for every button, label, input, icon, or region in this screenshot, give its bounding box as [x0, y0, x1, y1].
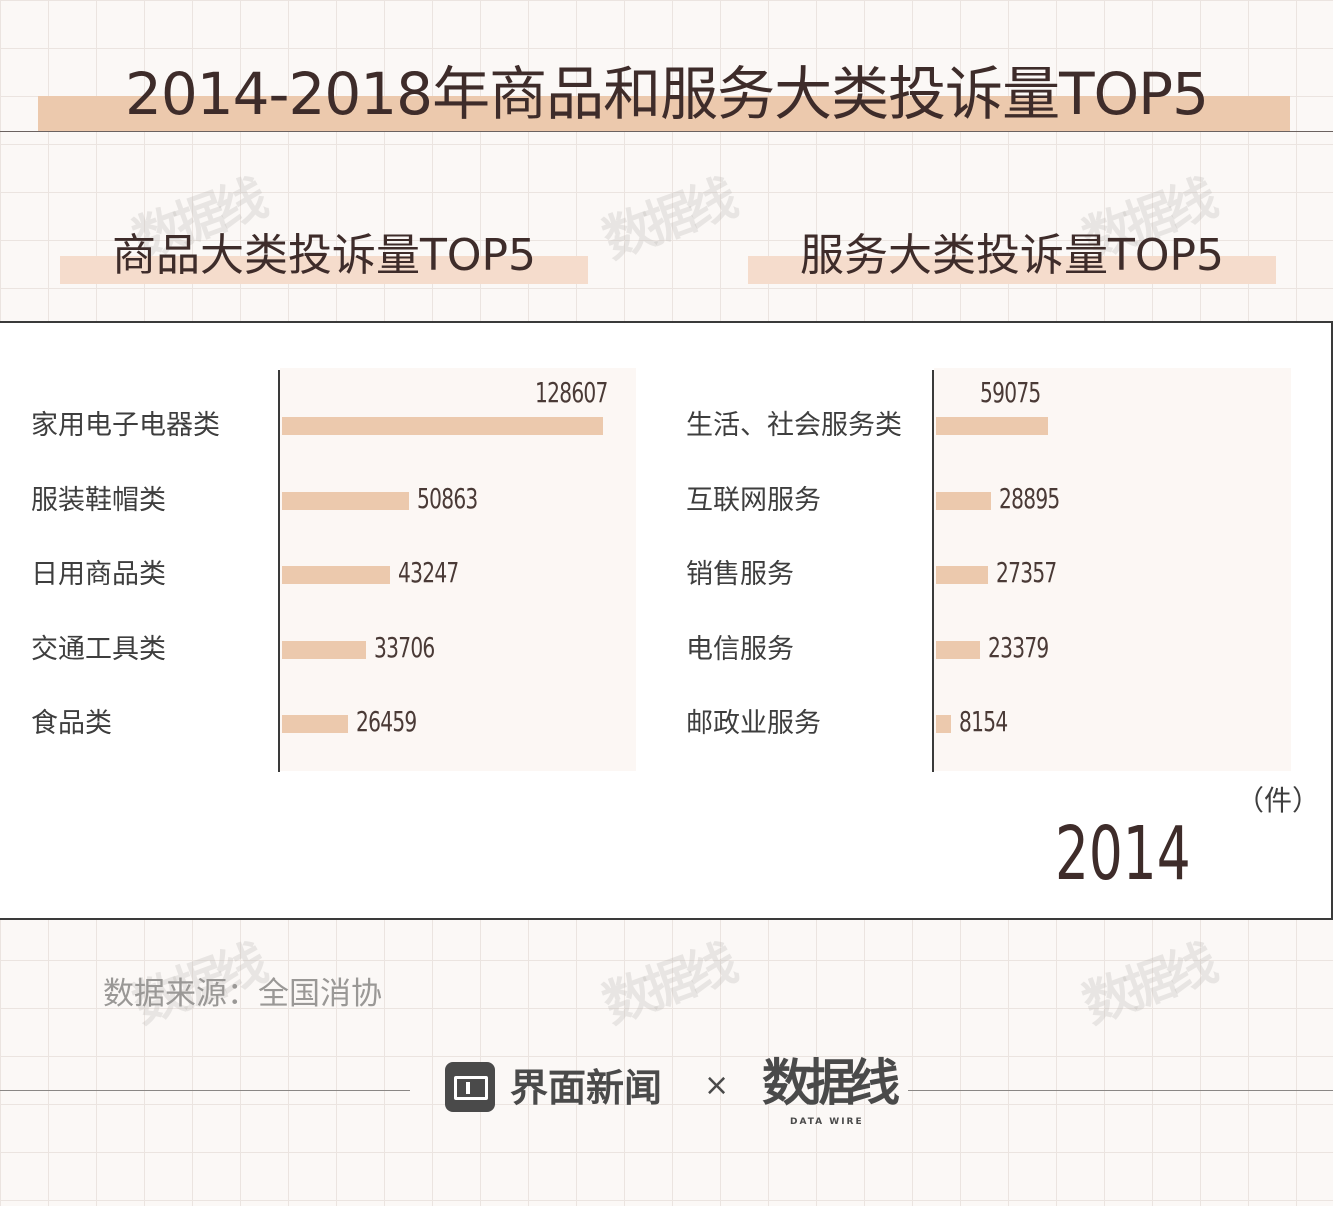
jiemian-brand: 界面新闻	[510, 1066, 663, 1110]
services-bar	[936, 715, 952, 733]
goods-value-label: 33706	[374, 630, 435, 664]
services-category-label: 销售服务	[686, 559, 794, 590]
datawire-brand-sub: DATA WIRE	[790, 1117, 864, 1127]
goods-value-label: 50863	[416, 481, 478, 515]
goods-axis	[278, 370, 280, 772]
services-category-label: 互联网服务	[686, 484, 821, 516]
goods-bar	[282, 566, 390, 584]
goods-category-label: 服装鞋帽类	[31, 484, 166, 516]
datawire-brand: 数据线	[762, 1054, 900, 1112]
services-axis	[932, 370, 934, 772]
services-bar	[936, 566, 988, 584]
goods-bar	[282, 640, 367, 659]
goods-category-label: 食品类	[31, 708, 112, 739]
page-title: 2014-2018年商品和服务大类投诉量TOP5	[124, 60, 1209, 128]
services-chart-title: 服务大类投诉量TOP5	[799, 230, 1225, 281]
watermark-5: 数据线	[595, 934, 740, 1035]
goods-category-label: 家用电子电器类	[31, 410, 220, 441]
services-value-label: 23379	[988, 630, 1049, 664]
watermark-6: 数据线	[1075, 934, 1220, 1035]
services-value-label: 27357	[995, 556, 1057, 589]
watermark-2: 数据线	[595, 169, 740, 270]
title-underline	[0, 131, 1333, 132]
services-plot-area	[934, 368, 1291, 771]
services-category-label: 生活、社会服务类	[686, 410, 902, 441]
brand-separator: ×	[704, 1068, 730, 1103]
goods-value-label: 128607	[535, 376, 608, 409]
goods-subtitle-band	[60, 256, 588, 284]
data-source: 数据来源：全国消协	[103, 976, 382, 1012]
year-label: 2014	[1055, 811, 1191, 897]
services-bar	[936, 640, 981, 659]
goods-category-label: 日用商品类	[31, 559, 166, 590]
unit-label: （件）	[1236, 784, 1321, 817]
goods-bar	[282, 715, 349, 733]
services-category-label: 电信服务	[686, 633, 794, 665]
goods-value-label: 43247	[397, 556, 459, 589]
services-bar	[936, 417, 1048, 435]
services-subtitle-band	[748, 256, 1276, 284]
goods-category-label: 交通工具类	[31, 633, 166, 665]
title-highlight-band	[38, 96, 1290, 132]
footer-rule-right	[908, 1090, 1333, 1091]
services-category-label: 邮政业服务	[686, 708, 821, 739]
goods-bar	[282, 417, 603, 435]
chart-panel: 家用电子电器类 128607 服装鞋帽类 50863 日用商品类 43247 交通工具类 33…	[0, 321, 1333, 920]
services-value-label: 8154	[959, 705, 1008, 738]
jiemian-logo-icon	[445, 1062, 495, 1112]
goods-chart-title: 商品大类投诉量TOP5	[111, 230, 537, 281]
footer-rule-left	[0, 1090, 410, 1091]
services-value-label: 28895	[998, 481, 1060, 515]
services-bar	[936, 491, 991, 510]
services-value-label: 59075	[980, 376, 1041, 409]
goods-value-label: 26459	[356, 705, 417, 738]
goods-bar	[282, 491, 409, 510]
